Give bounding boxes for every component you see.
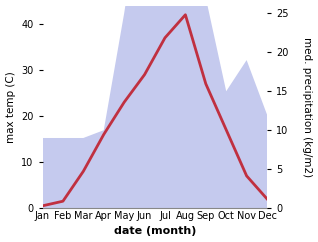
Y-axis label: med. precipitation (kg/m2): med. precipitation (kg/m2): [302, 37, 313, 177]
X-axis label: date (month): date (month): [114, 227, 196, 236]
Y-axis label: max temp (C): max temp (C): [5, 71, 16, 143]
